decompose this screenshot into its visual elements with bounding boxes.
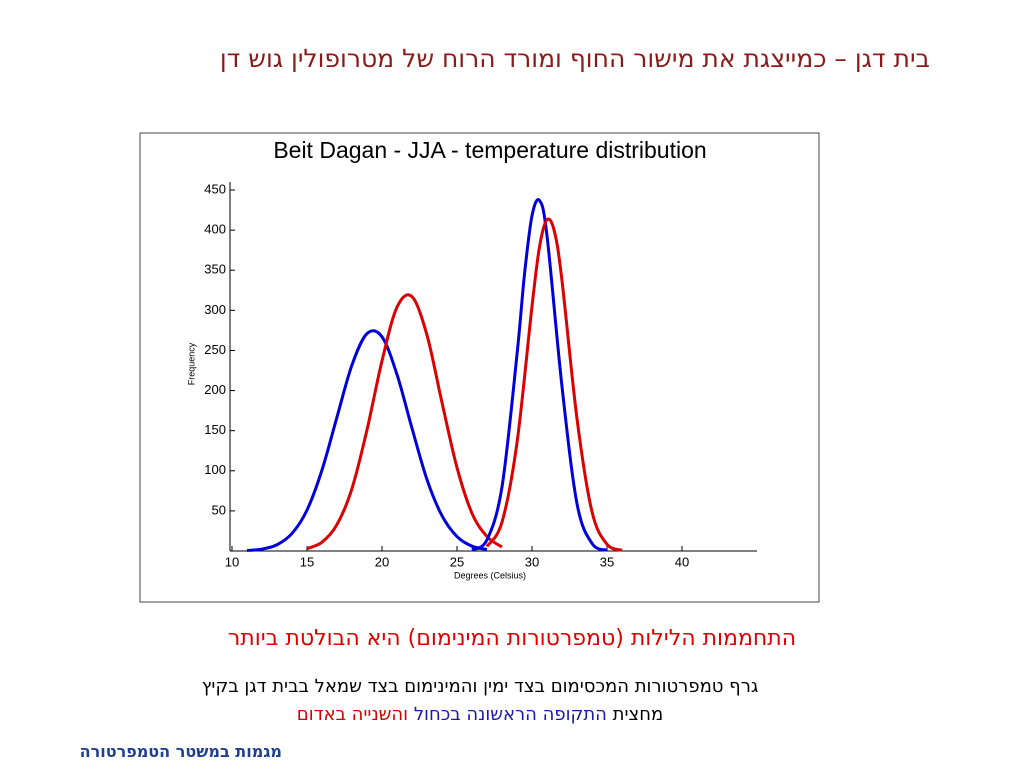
series-line	[471, 198, 608, 552]
caption-segment: והשנייה באדום	[296, 704, 409, 725]
y-tick-label: 200	[204, 382, 226, 397]
x-tick-label: 40	[675, 554, 689, 569]
x-tick-label: 15	[300, 554, 314, 569]
x-tick-label: 35	[600, 554, 614, 569]
highlight-text: התחממות הלילות (טמפרטורות המינימום) היא …	[227, 626, 797, 651]
x-tick-label: 20	[375, 554, 389, 569]
x-tick-label: 30	[525, 554, 539, 569]
y-tick-label: 100	[204, 462, 226, 477]
x-axis-label: Degrees (Celsius)	[454, 570, 526, 580]
y-tick-label: 350	[204, 262, 226, 277]
caption-segment: מחצית	[612, 704, 664, 725]
y-axis-label: Frequency	[186, 342, 196, 385]
y-tick-label: 50	[212, 502, 226, 517]
y-tick-label: 150	[204, 422, 226, 437]
x-tick-label: 25	[450, 554, 464, 569]
x-tick-label: 10	[225, 554, 239, 569]
y-tick-label: 450	[204, 181, 226, 196]
caption-segment: התקופה הראשונה בכחול	[413, 704, 607, 725]
footer: מגמות במשטר הטמפרטורה	[79, 742, 282, 761]
caption-colored: מחצית התקופה הראשונה בכחול והשנייה באדום	[80, 704, 880, 725]
chart: Beit Dagan - JJA - temperature distribut…	[139, 132, 820, 603]
series-line	[485, 217, 623, 552]
y-tick-label: 400	[204, 222, 226, 237]
series-line	[246, 329, 488, 553]
y-tick-label: 250	[204, 342, 226, 357]
slide-title: בית דגן – כמייצגת את מישור החוף ומורד הר…	[219, 44, 930, 73]
caption: גרף טמפרטורות המכסימום בצד ימין והמינימו…	[201, 676, 759, 697]
chart-title: Beit Dagan - JJA - temperature distribut…	[273, 137, 706, 163]
y-tick-label: 300	[204, 302, 226, 317]
series-line	[306, 293, 503, 551]
chart-frame	[139, 132, 820, 603]
